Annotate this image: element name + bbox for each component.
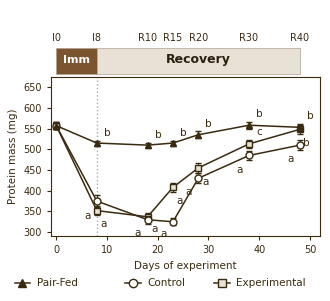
- Text: R30: R30: [240, 33, 259, 44]
- Text: R20: R20: [189, 33, 208, 44]
- Text: a: a: [135, 228, 141, 238]
- Text: a: a: [160, 229, 166, 239]
- Text: a: a: [287, 154, 293, 164]
- Text: b: b: [307, 111, 314, 121]
- Text: R10: R10: [138, 33, 157, 44]
- Bar: [97, 48, 300, 74]
- Text: Recovery: Recovery: [166, 53, 231, 66]
- Text: b: b: [154, 130, 161, 140]
- Text: I8: I8: [92, 33, 101, 44]
- Text: a: a: [151, 224, 158, 234]
- Text: R40: R40: [290, 33, 309, 44]
- Text: a: a: [177, 196, 183, 206]
- Bar: [56, 48, 97, 74]
- Text: b: b: [205, 119, 212, 129]
- Text: a: a: [101, 219, 107, 229]
- Text: Imm: Imm: [63, 54, 90, 64]
- Text: Control: Control: [148, 278, 185, 288]
- Text: R15: R15: [163, 33, 182, 44]
- Y-axis label: Protein mass (mg): Protein mass (mg): [8, 109, 18, 204]
- Text: Experimental: Experimental: [236, 278, 306, 288]
- Text: a: a: [84, 211, 90, 222]
- Text: b: b: [180, 128, 186, 138]
- Text: a: a: [202, 177, 209, 187]
- Text: b: b: [256, 109, 263, 119]
- Text: a: a: [236, 165, 243, 175]
- Text: c: c: [256, 127, 262, 137]
- Text: Pair-Fed: Pair-Fed: [37, 278, 78, 288]
- Text: b: b: [303, 138, 310, 148]
- Text: a: a: [185, 188, 192, 197]
- X-axis label: Days of experiment: Days of experiment: [134, 261, 237, 271]
- Text: b: b: [104, 128, 111, 138]
- Text: I0: I0: [52, 33, 61, 44]
